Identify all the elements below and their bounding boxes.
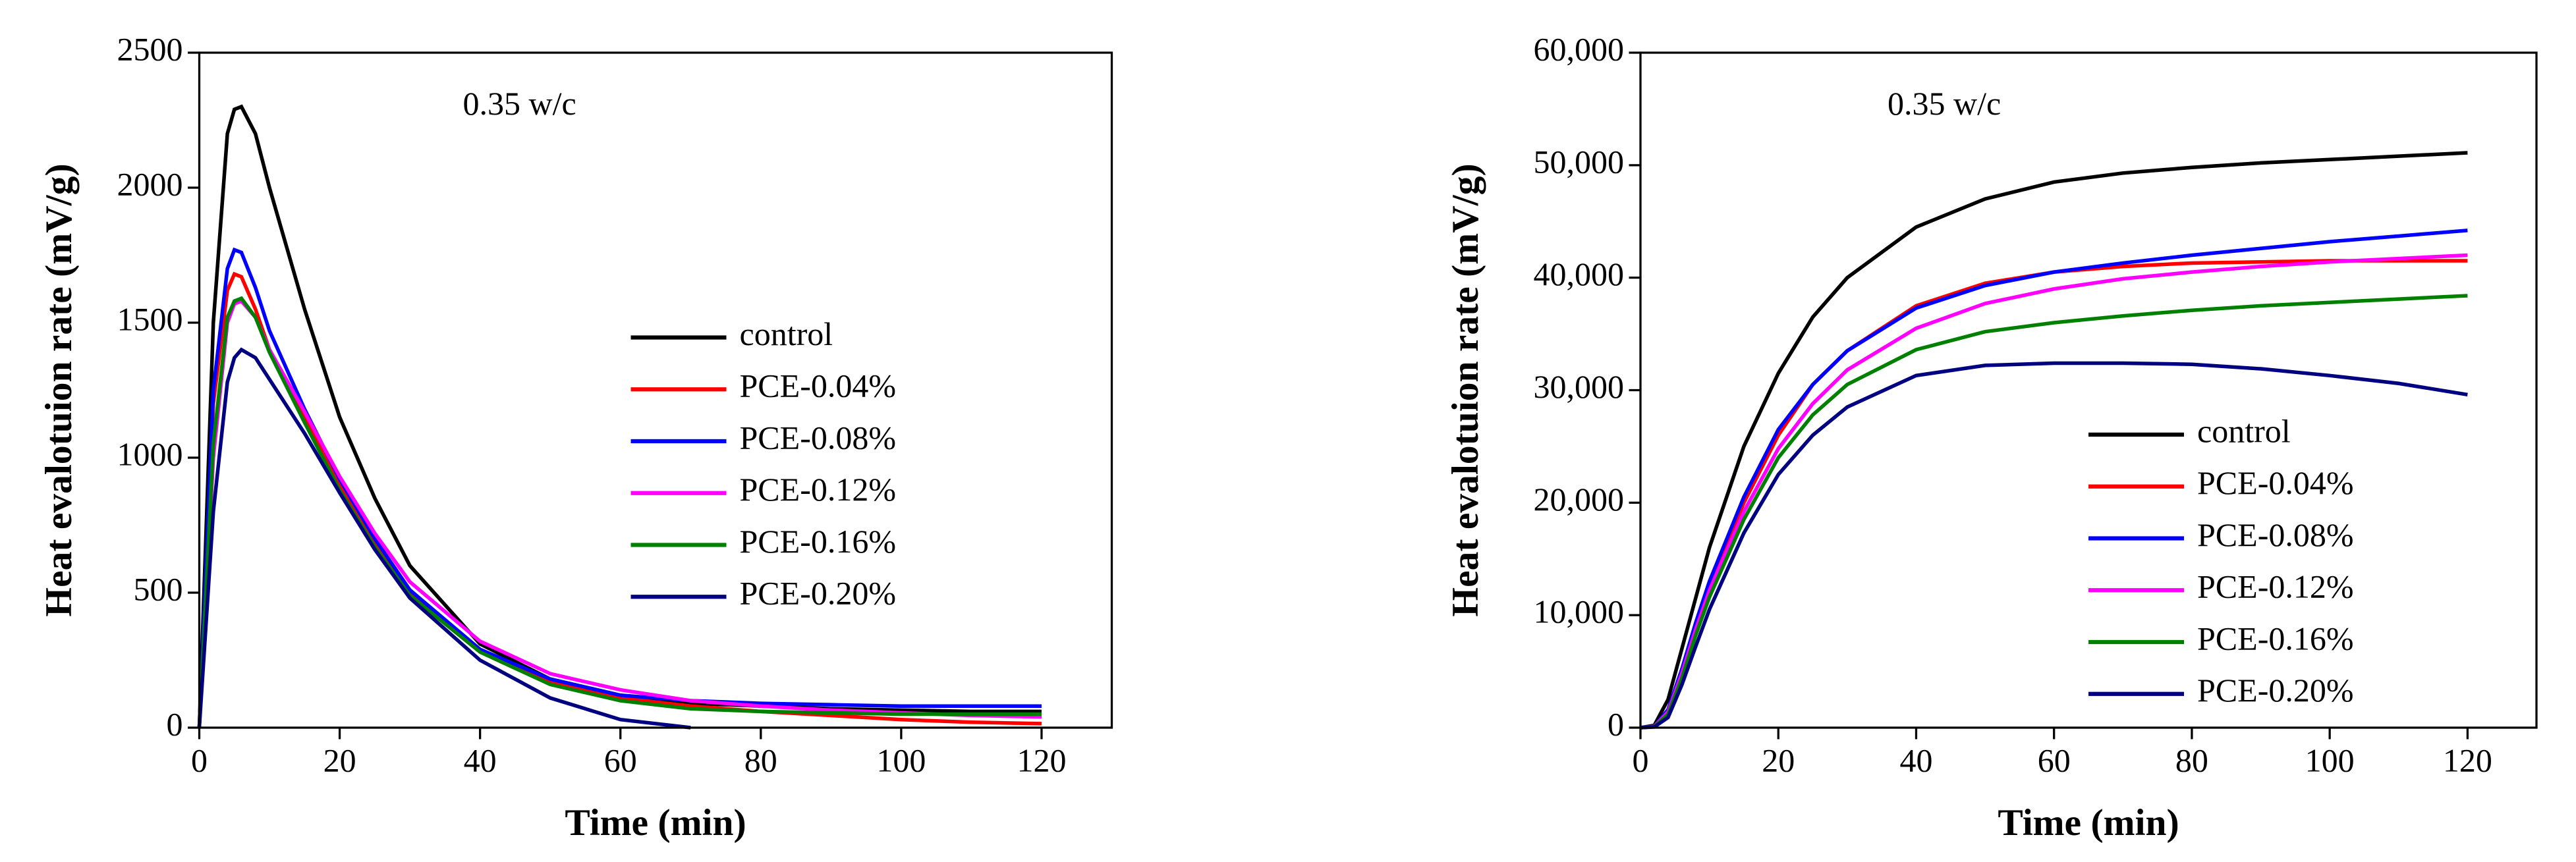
y-tick-label: 0 — [167, 705, 183, 742]
x-axis-title: Time (min) — [1998, 802, 2179, 844]
x-tick-label: 100 — [2305, 741, 2355, 778]
annotation: 0.35 w/c — [1888, 85, 2001, 122]
legend-label: PCE-0.12% — [740, 471, 897, 508]
y-tick-label: 0 — [1608, 705, 1624, 742]
plot-frame — [1639, 51, 2538, 729]
x-axis-title: Time (min) — [565, 802, 746, 844]
legend-label: PCE-0.04% — [2197, 464, 2354, 501]
plot-frame — [198, 51, 1113, 729]
y-tick-label: 2000 — [117, 165, 183, 202]
x-tick-label: 40 — [1899, 741, 1932, 778]
y-tick-label: 500 — [134, 570, 183, 607]
y-tick-label: 1000 — [117, 435, 183, 472]
x-tick-label: 120 — [2443, 741, 2492, 778]
series-line — [1640, 294, 2468, 730]
annotation: 0.35 w/c — [463, 85, 576, 122]
x-tick-label: 0 — [1633, 741, 1649, 778]
legend-label: control — [740, 315, 833, 352]
series-line — [197, 347, 691, 730]
x-tick-label: 80 — [744, 741, 777, 778]
y-tick-label: 40,000 — [1534, 256, 1625, 292]
series-line — [197, 104, 1042, 728]
legend-label: PCE-0.16% — [2197, 620, 2354, 657]
series-line — [197, 247, 1042, 728]
chart: 0 10,000 20,000 30,000 40,000 50,000 60,000 0 20… — [1445, 30, 2538, 844]
series-line — [1640, 361, 2468, 730]
legend-label: PCE-0.04% — [740, 367, 897, 404]
series-line — [197, 298, 1042, 728]
y-axis-title: Heat evalotuion rate (mV/g) — [1445, 163, 1486, 616]
legend-label: PCE-0.08% — [740, 419, 897, 456]
y-axis-title: Heat evalotuion rate (mV/g) — [38, 163, 80, 616]
y-tick-label: 50,000 — [1534, 143, 1625, 180]
y-tick-label: 30,000 — [1534, 368, 1625, 405]
legend-label: PCE-0.20% — [740, 575, 897, 612]
y-tick-label: 10,000 — [1534, 593, 1625, 630]
legend-label: PCE-0.08% — [2197, 516, 2354, 553]
series-line — [1640, 151, 2468, 730]
x-tick-label: 60 — [2038, 741, 2071, 778]
x-tick-label: 20 — [1762, 741, 1795, 778]
legend-label: control — [2197, 412, 2291, 449]
x-tick-label: 20 — [323, 741, 356, 778]
legend-label: PCE-0.20% — [2197, 672, 2354, 709]
y-tick-label: 60,000 — [1534, 30, 1625, 67]
legend-label: PCE-0.12% — [2197, 568, 2354, 605]
x-tick-label: 100 — [876, 741, 926, 778]
x-tick-label: 80 — [2175, 741, 2208, 778]
series-line — [197, 296, 1042, 728]
x-tick-label: 60 — [604, 741, 637, 778]
x-tick-label: 120 — [1017, 741, 1066, 778]
series-line — [197, 271, 1042, 728]
y-tick-label: 1500 — [117, 300, 183, 337]
x-tick-label: 0 — [191, 741, 208, 778]
y-tick-label: 2500 — [117, 30, 183, 67]
legend-label: PCE-0.16% — [740, 523, 897, 560]
x-tick-label: 40 — [464, 741, 497, 778]
chart: 0 500 1000 1500 2000 2500 0 20 40 60 80 100 120 Time … — [38, 30, 1113, 844]
y-tick-label: 20,000 — [1534, 481, 1625, 518]
